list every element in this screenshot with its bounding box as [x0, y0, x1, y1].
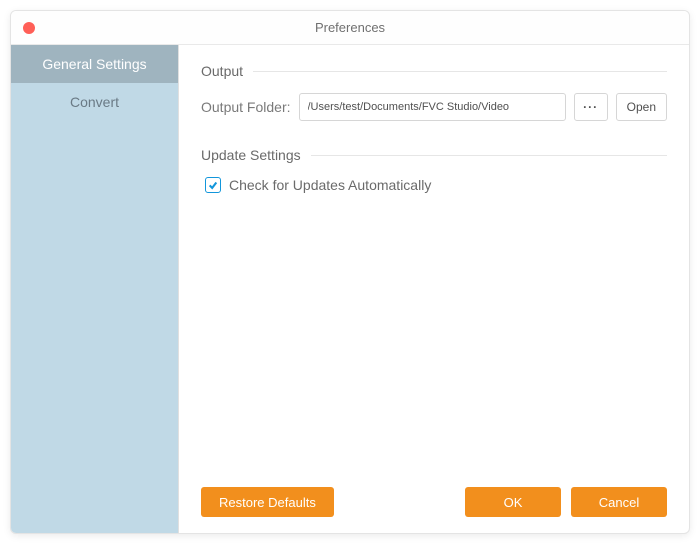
browse-button[interactable]: ···	[574, 93, 608, 121]
auto-update-checkbox[interactable]	[205, 177, 221, 193]
button-label: Restore Defaults	[219, 495, 316, 510]
auto-update-label: Check for Updates Automatically	[229, 177, 431, 193]
section-title: Update Settings	[201, 147, 301, 163]
button-label: OK	[504, 495, 523, 510]
open-button[interactable]: Open	[616, 93, 667, 121]
auto-update-row: Check for Updates Automatically	[201, 177, 667, 193]
main-panel: Output Output Folder: ··· Open Update Se…	[179, 45, 689, 533]
window-title: Preferences	[315, 20, 385, 35]
restore-defaults-button[interactable]: Restore Defaults	[201, 487, 334, 517]
output-folder-label: Output Folder:	[201, 99, 291, 115]
cancel-button[interactable]: Cancel	[571, 487, 667, 517]
ok-button[interactable]: OK	[465, 487, 561, 517]
section-header-updates: Update Settings	[201, 147, 667, 163]
button-label: Cancel	[599, 495, 639, 510]
footer: Restore Defaults OK Cancel	[201, 487, 667, 517]
output-folder-input[interactable]	[299, 93, 566, 121]
sidebar-item-label: Convert	[70, 94, 119, 110]
output-folder-row: Output Folder: ··· Open	[201, 93, 667, 121]
section-rule	[253, 71, 667, 72]
titlebar: Preferences	[11, 11, 689, 45]
sidebar: General Settings Convert	[11, 45, 179, 533]
check-icon	[208, 180, 218, 190]
sidebar-item-label: General Settings	[42, 56, 146, 72]
close-icon[interactable]	[23, 22, 35, 34]
preferences-window: Preferences General Settings Convert Out…	[10, 10, 690, 534]
sidebar-item-general[interactable]: General Settings	[11, 45, 178, 83]
ellipsis-icon: ···	[583, 100, 598, 114]
section-rule	[311, 155, 667, 156]
section-title: Output	[201, 63, 243, 79]
window-body: General Settings Convert Output Output F…	[11, 45, 689, 533]
traffic-lights	[23, 22, 35, 34]
section-header-output: Output	[201, 63, 667, 79]
open-button-label: Open	[627, 100, 656, 114]
sidebar-item-convert[interactable]: Convert	[11, 83, 178, 121]
